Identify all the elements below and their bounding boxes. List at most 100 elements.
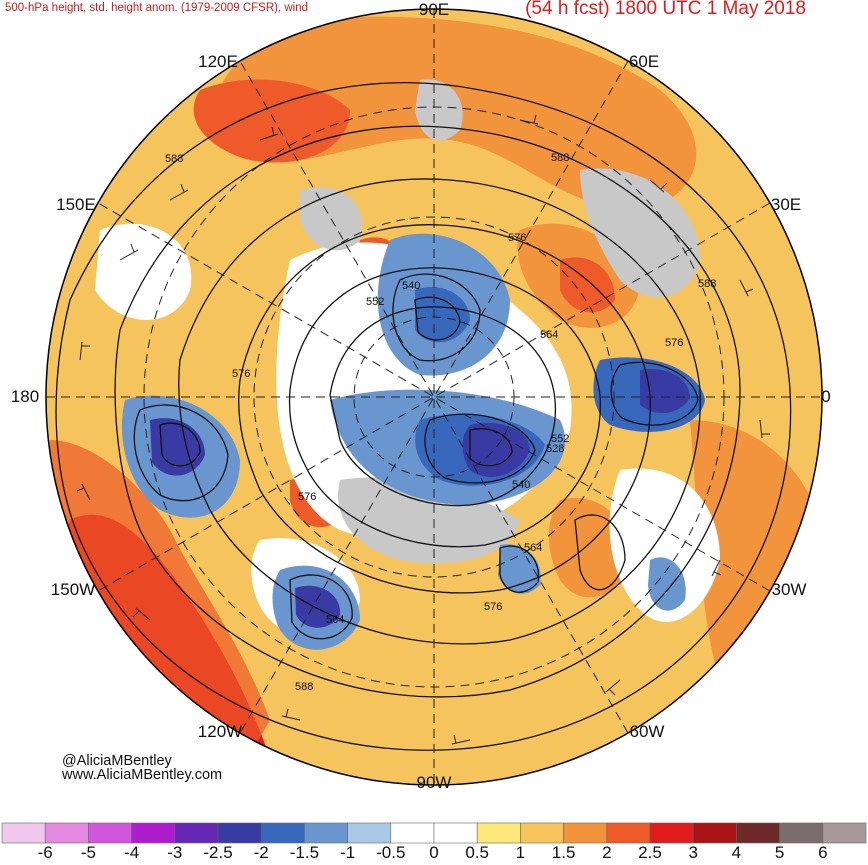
colorbar [1,822,867,844]
wind-barb [132,607,151,621]
contour-label: 564 [540,329,558,341]
colorbar-tick-label: -0.5 [376,843,406,862]
wind-barb [649,179,668,193]
wind-barb [711,559,722,577]
contour-ring-4 [238,224,651,594]
contour-label: 564 [524,542,542,554]
longitude-label-90w: 90W [416,773,452,792]
longitude-label-0: 0 [821,387,831,406]
contour-ridge-atlantic [574,514,626,591]
wind-barb [119,243,139,261]
contour-label: 588 [551,152,569,164]
latitude-circle-middle [253,216,615,578]
meridian-30 [97,202,771,592]
wind-barb [79,341,90,361]
contour-label: 588 [295,681,313,693]
colorbar-tick-label: -1 [340,843,356,862]
colorbar-swatch [476,822,521,844]
colorbar-swatch [520,822,564,844]
anomaly-purple-canada [462,422,530,478]
anomaly-red-asia [193,79,350,163]
anomaly-purple-westus [295,585,341,628]
contour-label: 576 [508,232,526,244]
colorbar-swatch [260,822,305,844]
colorbar-swatch [1,822,46,844]
colorbar-tick-label: -4 [124,843,140,862]
wind-barb [605,679,621,696]
wind-barb [259,126,279,141]
colorbar-tick-label: 0.5 [465,843,490,862]
colorbar-tick-label: -6 [37,843,53,862]
contour-label: 540 [512,479,530,491]
anomaly-darkblue-pacific [150,418,205,476]
meridian-30w [97,202,771,592]
contour-labels: 588 588 588 588 576 576 576 576 576 564 … [165,152,716,693]
contour-label: 576 [665,337,683,349]
colorbar-swatch [174,822,219,844]
wind-barb [169,183,189,201]
contour-low-greenland [610,361,699,426]
contour-low-canada-1 [424,413,536,484]
anomaly-purple-greenland [640,369,690,414]
colorbar-tick-label: -3 [167,843,183,862]
longitude-label-30w: 30W [771,580,807,599]
colorbar-tick-label: 3 [688,843,698,862]
contour-label: 576 [484,601,502,613]
colorbar-tick-label: -1.5 [289,843,320,862]
colorbar-swatch [131,822,176,844]
longitude-label-60e: 60E [628,52,660,71]
longitude-label-30e: 30E [770,195,802,214]
contour-low-pacific-1 [133,404,229,502]
forecast-time: (54 h fcst) 1800 UTC 1 May 2018 [525,0,806,19]
wind-barb [281,708,301,721]
colorbar-swatch [88,822,132,844]
contour-label: 540 [402,280,420,292]
map-boundary [45,8,823,786]
colorbar-swatch [44,822,89,844]
colorbar-swatch [347,822,392,844]
contour-label: 576 [298,491,316,503]
colorbar-swatch [304,822,348,844]
contour-low-eastus [499,545,540,593]
contour-ring-2 [114,125,741,698]
colorbar-tick-label: 1.5 [551,843,576,862]
colorbar-tick-label: 6 [818,843,828,862]
credit-twitter: @AliciaMBentley [62,753,172,769]
contour-ring-1 [55,81,792,751]
map-title: 500-hPa height, std. height anom. (1979-… [5,2,309,14]
anomaly-white-atlantic [609,468,720,622]
colorbar-swatch [779,822,824,844]
colorbar-tick-label: -5 [80,843,96,862]
contour-ring-5 [288,267,601,548]
longitude-label-150w: 150W [50,580,96,599]
anomaly-darkblue-arctic [415,286,470,343]
colorbar-swatch [822,822,867,844]
contour-low-arctic-2 [414,296,461,341]
colorbar-tick-label: 2.5 [638,843,662,862]
longitude-label-90e: 90E [418,0,450,19]
colorbar-swatch [433,822,478,844]
longitude-label-120e: 120E [198,52,238,71]
credit-website: www.AliciaMBentley.com [62,767,223,783]
contour-ring-3 [178,178,701,645]
contour-label: 588 [165,153,183,165]
contour-label: 576 [232,368,250,380]
contour-low-canada-2 [469,428,513,467]
terrain-gray-asia [415,79,463,141]
contour-low-pacific-2 [159,422,201,467]
longitude-label-180: 180 [10,387,40,406]
colorbar-tick-label: 2 [602,843,612,862]
anomaly-blue-siberia [338,409,371,445]
colorbar-tick-label: 0 [429,843,439,862]
wind-barb [76,483,91,501]
colorbar-swatch [692,822,737,844]
longitude-label-120w: 120W [197,722,243,741]
contour-ring-6 [329,306,557,507]
colorbar-tick-label: -2 [253,843,269,862]
colorbar-tick-label: 1 [515,843,526,862]
contour-label: 552 [551,433,569,445]
colorbar-swatch [736,822,780,844]
longitude-label-150e: 150E [56,195,96,214]
longitude-label-60w: 60W [629,722,665,741]
